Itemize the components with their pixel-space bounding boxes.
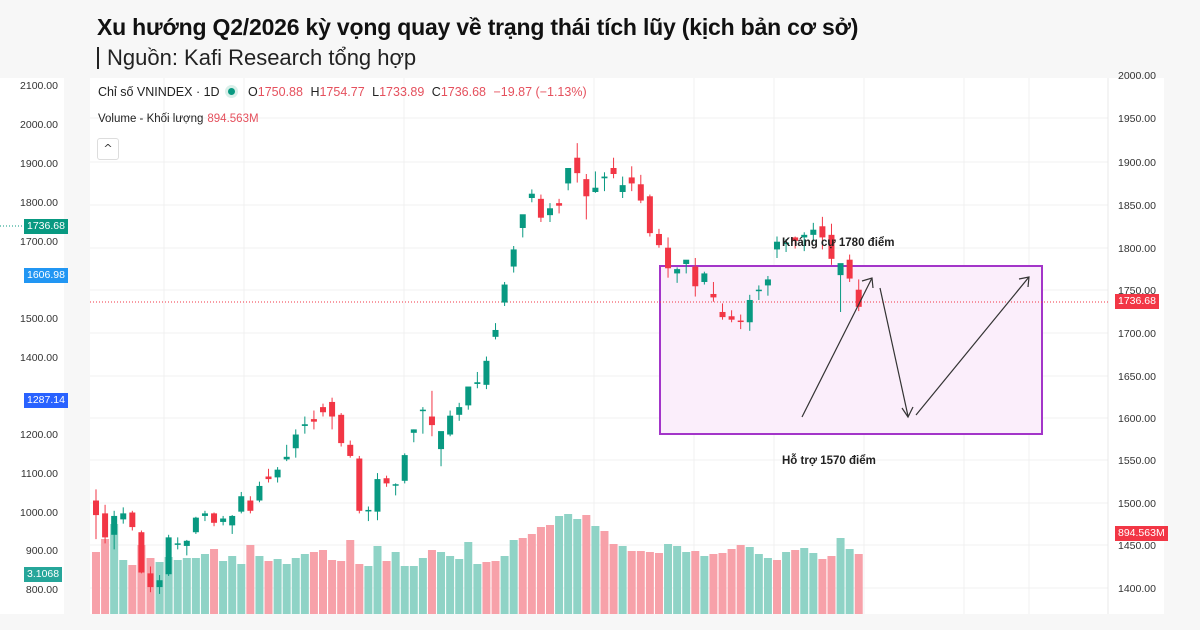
volume-value: 894.563M [207, 113, 259, 125]
right-axis-tick: 2000.00 [1118, 70, 1156, 82]
right-axis-tick: 1950.00 [1118, 113, 1156, 125]
left-axis-tick: 1800.00 [20, 197, 58, 209]
left-axis-tick: 800.00 [26, 584, 58, 596]
right-axis-tick: 1650.00 [1118, 371, 1156, 383]
left-last-price-badge: 1736.68 [24, 219, 68, 234]
right-volume-badge: 894.563M [1115, 526, 1168, 541]
source-divider [97, 47, 99, 69]
source-text: Nguồn: Kafi Research tổng hợp [107, 45, 417, 70]
left-axis-tick: 1700.00 [20, 236, 58, 248]
open-label: O [248, 85, 258, 99]
chart-title: Xu hướng Q2/2026 kỳ vọng quay về trạng t… [97, 14, 859, 40]
right-axis-tick: 1400.00 [1118, 583, 1156, 595]
left-axis-tick: 1500.00 [20, 313, 58, 325]
volume-label[interactable]: Volume - Khối lượng [98, 113, 204, 125]
left-level-badge-1: 1606.98 [24, 268, 68, 283]
right-axis-tick: 1550.00 [1118, 455, 1156, 467]
right-axis-tick: 1850.00 [1118, 200, 1156, 212]
volume-legend: Volume - Khối lượng 894.563M [98, 113, 259, 125]
right-axis-tick: 1800.00 [1118, 243, 1156, 255]
left-volume-badge: 3.1068 [24, 567, 63, 582]
high-label: H [310, 85, 320, 99]
right-axis-tick: 1900.00 [1118, 157, 1156, 169]
source-caption: Nguồn: Kafi Research tổng hợp [97, 45, 416, 71]
right-axis-tick: 1500.00 [1118, 498, 1156, 510]
range-box [659, 265, 1043, 435]
left-axis-tick: 1100.00 [21, 468, 58, 480]
left-level-badge-2: 1287.14 [24, 393, 68, 408]
candlesticks [93, 143, 862, 594]
high-value: 1754.77 [319, 85, 365, 99]
left-axis-tick: 2000.00 [20, 119, 58, 131]
left-price-axis[interactable] [0, 78, 64, 614]
right-price-axis[interactable] [1108, 78, 1164, 614]
left-axis-tick: 1400.00 [20, 352, 58, 364]
right-axis-tick: 1700.00 [1118, 328, 1156, 340]
ohlc-legend: Chỉ số VNINDEX · 1D O1750.88 H1754.77 L1… [98, 85, 591, 99]
collapse-legend-chevron-up-icon[interactable]: ^ [97, 138, 119, 160]
left-axis-tick: 1200.00 [20, 429, 58, 441]
right-axis-tick: 1450.00 [1118, 540, 1156, 552]
left-axis-tick: 1000.00 [20, 507, 58, 519]
right-axis-ticks: 2000.001950.001900.001850.001800.001750.… [1118, 70, 1156, 595]
change-value: −19.87 (−1.13%) [493, 85, 587, 99]
resistance-label: Kháng cự 1780 điểm [782, 237, 895, 249]
low-value: 1733.89 [379, 85, 425, 99]
close-value: 1736.68 [440, 85, 486, 99]
projection-arrows [801, 276, 1030, 419]
left-axis-tick: 2100.00 [20, 80, 58, 92]
close-label: C [431, 85, 441, 99]
left-axis-tick: 1900.00 [20, 158, 58, 170]
right-last-price-badge: 1736.68 [1115, 294, 1159, 309]
left-axis-ticks: 2100.00 2000.00 1900.00 1800.00 1700.00 1500.… [20, 80, 58, 596]
support-label: Hỗ trợ 1570 điểm [782, 454, 876, 467]
market-status-dot-icon [227, 88, 235, 95]
right-axis-tick: 1600.00 [1118, 413, 1156, 425]
left-axis-tick: 900.00 [26, 545, 58, 557]
open-value: 1750.88 [257, 85, 303, 99]
volume-bars [92, 514, 863, 614]
low-label: L [372, 85, 380, 99]
symbol-label[interactable]: Chỉ số VNINDEX · 1D [98, 85, 220, 99]
